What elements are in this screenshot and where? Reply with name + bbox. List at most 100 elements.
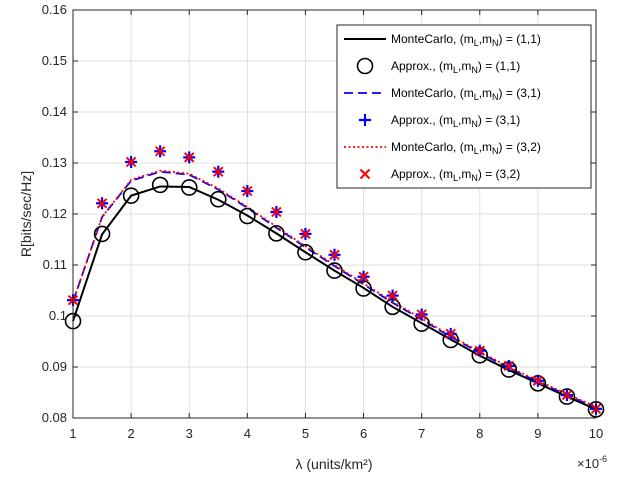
- legend-text-prefix: Approx., (m: [391, 59, 453, 73]
- legend-text-sub2: N: [471, 173, 478, 183]
- x-marker-b: [300, 228, 311, 240]
- x-marker-b: [561, 389, 573, 401]
- legend-text-mid: ,m: [479, 86, 492, 100]
- x-marker-b: [271, 206, 282, 218]
- legend-text-sub2: N: [471, 119, 478, 129]
- data-point: [503, 360, 515, 372]
- x-multiplier-exponent: -6: [599, 454, 607, 464]
- x-marker-b: [445, 328, 456, 340]
- legend-text-prefix: MonteCarlo, (m: [391, 140, 474, 154]
- legend-text-mid: ,m: [458, 59, 471, 73]
- x-marker-b: [184, 152, 195, 163]
- x-marker-b: [213, 166, 224, 177]
- data-point: [358, 271, 369, 282]
- x-tick-label: 9: [534, 426, 541, 441]
- x-marker-b: [474, 345, 485, 356]
- data-point: [561, 389, 573, 401]
- x-tick-label: 3: [186, 426, 193, 441]
- data-point: [326, 262, 343, 279]
- x-tick-label: 1: [69, 426, 76, 441]
- legend-text-sub1: L: [474, 92, 479, 102]
- legend-text-suffix: ) = (3,2): [478, 167, 520, 181]
- legend-label: Approx., (mL,mN) = (3,1): [391, 113, 520, 129]
- x-marker-b: [358, 271, 369, 282]
- legend-label: Approx., (mL,mN) = (1,1): [391, 59, 520, 75]
- y-tick-label: 0.12: [42, 206, 67, 221]
- legend-item: MonteCarlo, (mL,mN) = (1,1): [344, 32, 541, 48]
- legend-item: Approx., (mL,mN) = (1,1): [356, 57, 520, 75]
- x-multiplier-base: ×10: [577, 456, 599, 471]
- data-point: [209, 190, 227, 208]
- data-point: [268, 225, 285, 242]
- data-point: [445, 328, 456, 340]
- legend-text-prefix: Approx., (m: [391, 167, 453, 181]
- legend-text-suffix: ) = (3,1): [499, 86, 541, 100]
- legend-text-sub2: N: [492, 92, 499, 102]
- axis-ticks: [72, 9, 597, 419]
- legend-label: MonteCarlo, (mL,mN) = (3,2): [391, 140, 541, 156]
- x-marker-b: [329, 249, 340, 261]
- legend-text-sub2: N: [492, 38, 499, 48]
- series-markers-6: [67, 146, 602, 415]
- y-tick-label: 0.14: [42, 104, 67, 119]
- legend-text-mid: ,m: [479, 140, 492, 154]
- legend-text-sub1: L: [474, 146, 479, 156]
- data-point: [474, 345, 485, 356]
- data-point: [122, 187, 140, 204]
- x-tick-label: 2: [127, 426, 134, 441]
- legend-marker-swatch: [359, 168, 371, 180]
- x-marker-b: [503, 360, 515, 372]
- legend-text-mid: ,m: [479, 32, 492, 46]
- y-tick-label: 0.15: [42, 53, 67, 68]
- legend-text-mid: ,m: [458, 167, 471, 181]
- x-marker-b: [242, 185, 253, 197]
- data-point: [180, 179, 198, 196]
- legend-item: Approx., (mL,mN) = (3,2): [359, 167, 520, 183]
- legend-text-prefix: MonteCarlo, (m: [391, 86, 474, 100]
- data-point: [154, 146, 166, 157]
- data-point: [239, 207, 256, 225]
- legend-label: MonteCarlo, (mL,mN) = (1,1): [391, 32, 541, 48]
- data-point: [387, 290, 398, 301]
- legend-label: MonteCarlo, (mL,mN) = (3,1): [391, 86, 541, 102]
- y-tick-label: 0.1: [49, 308, 67, 323]
- legend-text-suffix: ) = (3,1): [478, 113, 520, 127]
- x-marker-b: [125, 156, 137, 168]
- legend-text-sub2: N: [471, 65, 478, 75]
- x-tick-label: 8: [476, 426, 483, 441]
- data-point: [416, 309, 427, 320]
- series-group: [64, 145, 605, 418]
- legend-text-mid: ,m: [458, 113, 471, 127]
- legend-box: [336, 24, 592, 189]
- legend-text-sub1: L: [453, 119, 458, 129]
- x-axis-multiplier: ×10-6: [577, 454, 607, 471]
- legend-text-suffix: ) = (3,2): [499, 140, 541, 154]
- data-point: [93, 225, 111, 243]
- tick-labels: 1 2 3 4 5 6 7 8 9 10 0.08 0.09 0.1 0.11 0.12 0.13 0.14 0.…: [42, 2, 604, 441]
- x-marker-b: [154, 146, 166, 157]
- legend-text-sub1: L: [453, 65, 458, 75]
- legend-label: Approx., (mL,mN) = (3,2): [391, 167, 520, 183]
- series-line-5: [72, 169, 597, 408]
- data-point: [329, 249, 340, 261]
- data-point: [242, 185, 253, 197]
- data-point: [125, 156, 137, 168]
- legend-marker-swatch: [356, 57, 374, 75]
- legend-marker-swatch: [359, 114, 371, 126]
- x-tick-label: 7: [418, 426, 425, 441]
- data-point: [297, 243, 314, 261]
- x-tick-label: 10: [589, 426, 603, 441]
- legend-text-suffix: ) = (1,1): [478, 59, 520, 73]
- x-marker-b: [387, 290, 398, 301]
- x-tick-label: 5: [302, 426, 309, 441]
- x-tick-label: 6: [360, 426, 367, 441]
- x-tick-label: 4: [244, 426, 251, 441]
- x-marker-b: [416, 309, 427, 320]
- series-line-3: [72, 170, 597, 409]
- data-point: [151, 176, 169, 194]
- data-point: [532, 375, 544, 386]
- legend-text-sub2: N: [492, 146, 499, 156]
- y-tick-label: 0.09: [42, 359, 67, 374]
- legend-text-sub1: L: [453, 173, 458, 183]
